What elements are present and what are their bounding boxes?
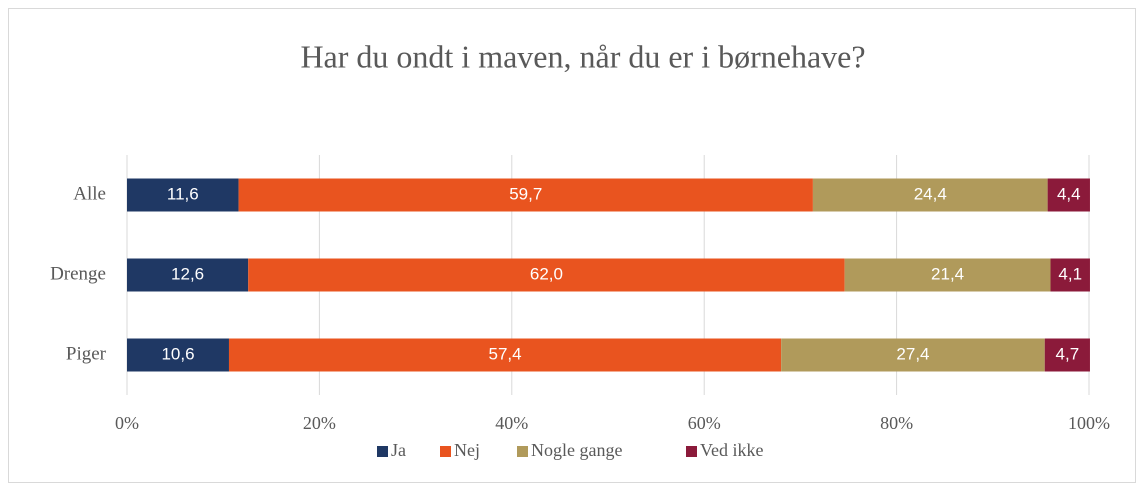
y-tick-label: Alle xyxy=(73,183,106,204)
bar-segment xyxy=(127,338,229,372)
data-label: 11,6 xyxy=(167,184,199,203)
legend-swatch xyxy=(517,446,528,457)
bar-segment xyxy=(1044,338,1090,372)
x-tick-label: 40% xyxy=(495,413,528,433)
bar-segment xyxy=(781,338,1045,372)
bar-segment xyxy=(844,258,1051,292)
bar-segment xyxy=(127,258,249,292)
bar-segment xyxy=(1050,258,1090,292)
x-tick-label: 100% xyxy=(1068,413,1110,433)
legend-label: Ved ikke xyxy=(700,440,763,460)
x-tick-label: 80% xyxy=(880,413,913,433)
x-tick-label: 0% xyxy=(115,413,139,433)
data-label: 12,6 xyxy=(171,264,204,283)
data-label: 4,1 xyxy=(1058,264,1082,283)
legend-swatch xyxy=(686,446,697,457)
y-tick-label: Drenge xyxy=(50,263,106,284)
x-tick-label: 20% xyxy=(303,413,336,433)
y-tick-label: Piger xyxy=(66,343,107,364)
data-label: 57,4 xyxy=(489,344,522,363)
bar-segment xyxy=(228,338,782,372)
data-label: 59,7 xyxy=(509,184,542,203)
legend-swatch xyxy=(440,446,451,457)
bar-segment xyxy=(1047,178,1090,212)
data-label: 4,4 xyxy=(1057,184,1081,203)
data-label: 21,4 xyxy=(931,264,964,283)
bar-segment xyxy=(248,258,845,292)
bar-segment xyxy=(812,178,1048,212)
data-label: 27,4 xyxy=(896,344,929,363)
legend-label: Nej xyxy=(454,440,480,460)
chart-frame xyxy=(8,8,1136,483)
data-label: 24,4 xyxy=(914,184,947,203)
data-label: 62,0 xyxy=(530,264,563,283)
x-tick-label: 60% xyxy=(688,413,721,433)
bar-segment xyxy=(238,178,813,212)
legend-label: Nogle gange xyxy=(531,440,622,460)
legend-swatch xyxy=(377,446,388,457)
data-label: 10,6 xyxy=(161,344,194,363)
bar-segment xyxy=(127,178,239,212)
data-label: 4,7 xyxy=(1056,344,1080,363)
legend-label: Ja xyxy=(391,440,406,460)
chart-title: Har du ondt i maven, når du er i børneha… xyxy=(300,38,865,74)
